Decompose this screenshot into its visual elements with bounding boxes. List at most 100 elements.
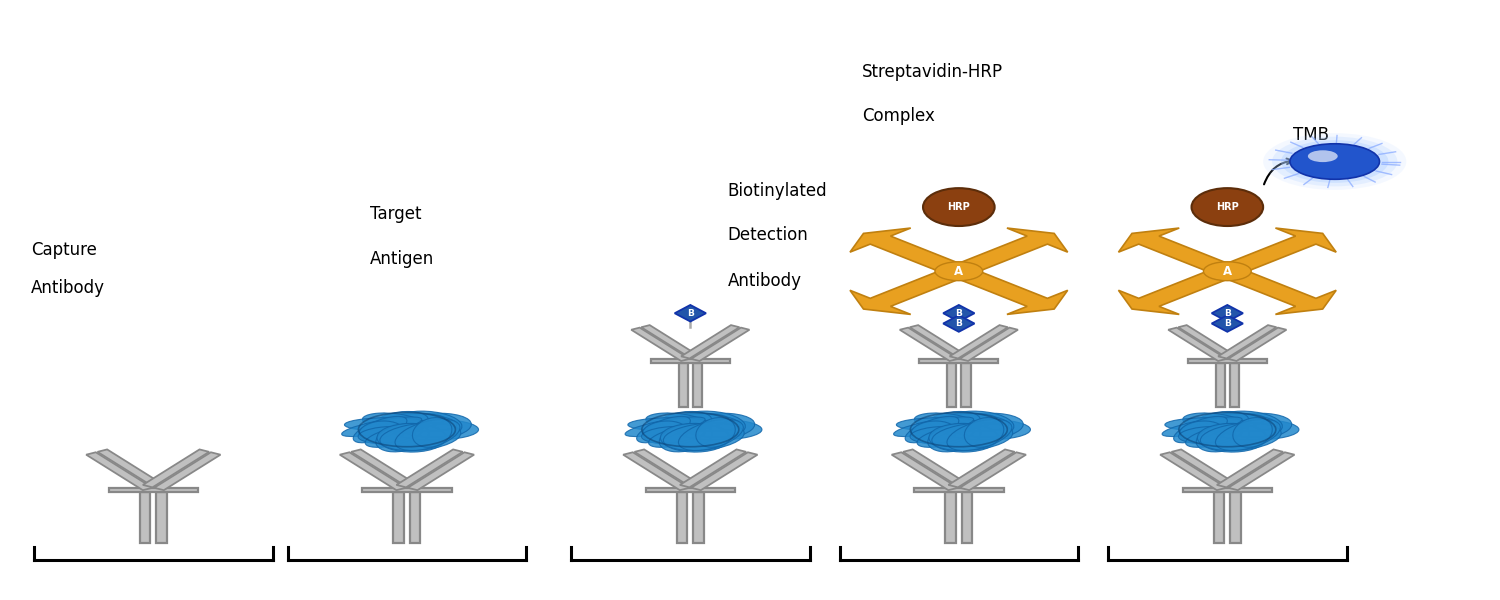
Ellipse shape: [1179, 421, 1224, 444]
Polygon shape: [909, 325, 968, 358]
Text: A: A: [954, 265, 963, 278]
Ellipse shape: [678, 419, 744, 451]
Ellipse shape: [1233, 418, 1272, 447]
Polygon shape: [1216, 449, 1282, 487]
Polygon shape: [948, 449, 1014, 487]
Ellipse shape: [928, 424, 998, 452]
Polygon shape: [1212, 305, 1243, 322]
Polygon shape: [154, 452, 220, 490]
Text: Biotinylated: Biotinylated: [728, 182, 828, 200]
Ellipse shape: [910, 427, 966, 443]
Polygon shape: [681, 325, 740, 358]
Ellipse shape: [915, 413, 976, 432]
Ellipse shape: [376, 424, 429, 452]
Ellipse shape: [384, 413, 458, 431]
Ellipse shape: [672, 419, 762, 440]
Ellipse shape: [928, 412, 980, 431]
Ellipse shape: [642, 421, 687, 444]
Ellipse shape: [662, 414, 728, 429]
Ellipse shape: [1162, 417, 1242, 437]
Ellipse shape: [345, 418, 427, 431]
Bar: [362, 488, 452, 492]
Ellipse shape: [660, 424, 712, 452]
Bar: [645, 488, 735, 492]
Text: Capture: Capture: [32, 241, 98, 259]
Polygon shape: [1216, 228, 1336, 275]
Ellipse shape: [660, 424, 729, 452]
Ellipse shape: [1166, 418, 1248, 431]
Polygon shape: [396, 449, 462, 487]
Ellipse shape: [1198, 414, 1264, 429]
Polygon shape: [944, 305, 975, 322]
Text: Antibody: Antibody: [32, 279, 105, 297]
Ellipse shape: [663, 423, 744, 451]
Circle shape: [1281, 140, 1389, 183]
Polygon shape: [675, 305, 706, 322]
Polygon shape: [944, 315, 975, 332]
Polygon shape: [1212, 315, 1243, 332]
Ellipse shape: [660, 412, 711, 431]
Bar: [945, 492, 956, 542]
Ellipse shape: [1209, 419, 1299, 440]
Circle shape: [1272, 137, 1398, 187]
Circle shape: [1263, 133, 1407, 190]
Ellipse shape: [1179, 427, 1234, 443]
Ellipse shape: [388, 419, 478, 440]
Polygon shape: [948, 228, 1068, 275]
Text: Complex: Complex: [862, 107, 934, 125]
Polygon shape: [903, 449, 969, 487]
Ellipse shape: [945, 413, 1023, 440]
Bar: [1230, 492, 1240, 542]
Ellipse shape: [342, 417, 422, 437]
Circle shape: [1308, 150, 1338, 162]
Polygon shape: [1218, 325, 1276, 358]
Ellipse shape: [930, 414, 996, 429]
Ellipse shape: [1215, 419, 1281, 451]
Ellipse shape: [676, 411, 746, 437]
Ellipse shape: [648, 426, 705, 448]
Polygon shape: [1168, 328, 1227, 361]
Polygon shape: [1178, 325, 1236, 358]
Text: Antigen: Antigen: [369, 250, 434, 268]
Ellipse shape: [413, 418, 452, 447]
Ellipse shape: [380, 423, 460, 451]
Bar: [676, 492, 687, 542]
Ellipse shape: [646, 413, 708, 432]
Polygon shape: [1216, 267, 1336, 314]
Ellipse shape: [940, 419, 1030, 440]
Ellipse shape: [364, 426, 422, 448]
Ellipse shape: [636, 416, 690, 443]
Ellipse shape: [1185, 426, 1242, 448]
Text: B: B: [1224, 319, 1232, 328]
Circle shape: [1290, 144, 1380, 179]
Polygon shape: [142, 449, 208, 487]
Ellipse shape: [358, 421, 404, 444]
Bar: [140, 492, 150, 542]
Ellipse shape: [626, 417, 705, 437]
Ellipse shape: [642, 427, 698, 443]
Ellipse shape: [676, 413, 754, 440]
Polygon shape: [1160, 452, 1227, 490]
Ellipse shape: [696, 418, 735, 447]
Bar: [693, 363, 702, 407]
Ellipse shape: [376, 412, 427, 431]
Text: A: A: [1222, 265, 1232, 278]
Ellipse shape: [922, 188, 994, 226]
Bar: [962, 492, 972, 542]
Bar: [920, 359, 998, 363]
Polygon shape: [98, 449, 164, 487]
Text: B: B: [956, 309, 963, 318]
Ellipse shape: [363, 413, 424, 432]
Polygon shape: [950, 325, 1008, 358]
Ellipse shape: [964, 418, 1004, 447]
Polygon shape: [640, 325, 699, 358]
Ellipse shape: [904, 416, 958, 443]
Bar: [1230, 363, 1239, 407]
Polygon shape: [680, 449, 746, 487]
Ellipse shape: [1197, 424, 1266, 452]
Ellipse shape: [932, 423, 1013, 451]
Polygon shape: [622, 452, 690, 490]
Polygon shape: [1119, 267, 1238, 314]
Ellipse shape: [378, 414, 444, 429]
Ellipse shape: [1197, 424, 1249, 452]
